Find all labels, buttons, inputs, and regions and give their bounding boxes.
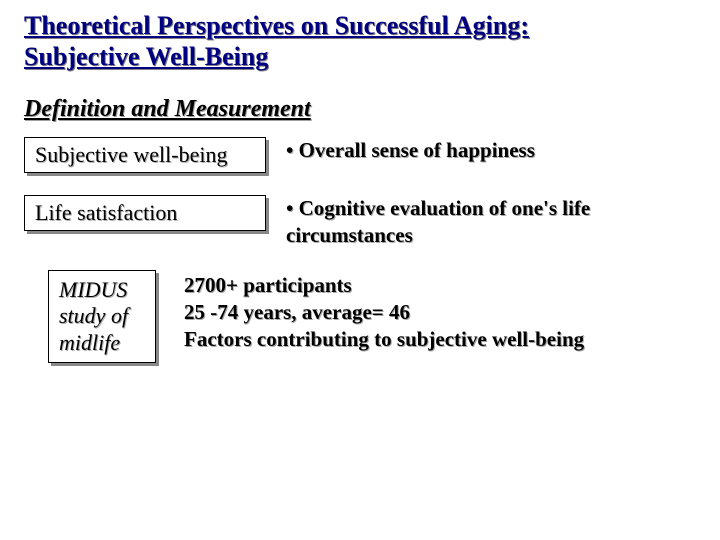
- midus-line-2: 25 -74 years, average= 46: [184, 300, 410, 324]
- midus-line-1: 2700+ participants: [184, 273, 352, 297]
- row-midus: MIDUS study of midlife 2700+ participant…: [24, 270, 696, 363]
- section-heading: Definition and Measurement: [24, 96, 696, 123]
- desc-life-satisfaction: • Cognitive evaluation of one's life cir…: [286, 195, 696, 248]
- title-line-1: Theoretical Perspectives on Successful A…: [24, 11, 529, 40]
- midus-box-line-1: MIDUS: [59, 277, 127, 302]
- box-life-satisfaction: Life satisfaction: [24, 195, 266, 231]
- midus-box-line-2: study of: [59, 303, 128, 328]
- box-subjective-well-being: Subjective well-being: [24, 137, 266, 173]
- desc-subjective-well-being: • Overall sense of happiness: [286, 137, 696, 163]
- box-midus: MIDUS study of midlife: [48, 270, 156, 363]
- slide: Theoretical Perspectives on Successful A…: [0, 0, 720, 540]
- midus-box-line-3: midlife: [59, 330, 120, 355]
- title-line-2: Subjective Well-Being: [24, 42, 268, 71]
- row-life-satisfaction: Life satisfaction • Cognitive evaluation…: [24, 195, 696, 248]
- slide-title: Theoretical Perspectives on Successful A…: [24, 10, 696, 72]
- row-subjective-well-being: Subjective well-being • Overall sense of…: [24, 137, 696, 173]
- midus-line-3: Factors contributing to subjective well-…: [184, 327, 584, 351]
- desc-midus: 2700+ participants 25 -74 years, average…: [184, 270, 696, 354]
